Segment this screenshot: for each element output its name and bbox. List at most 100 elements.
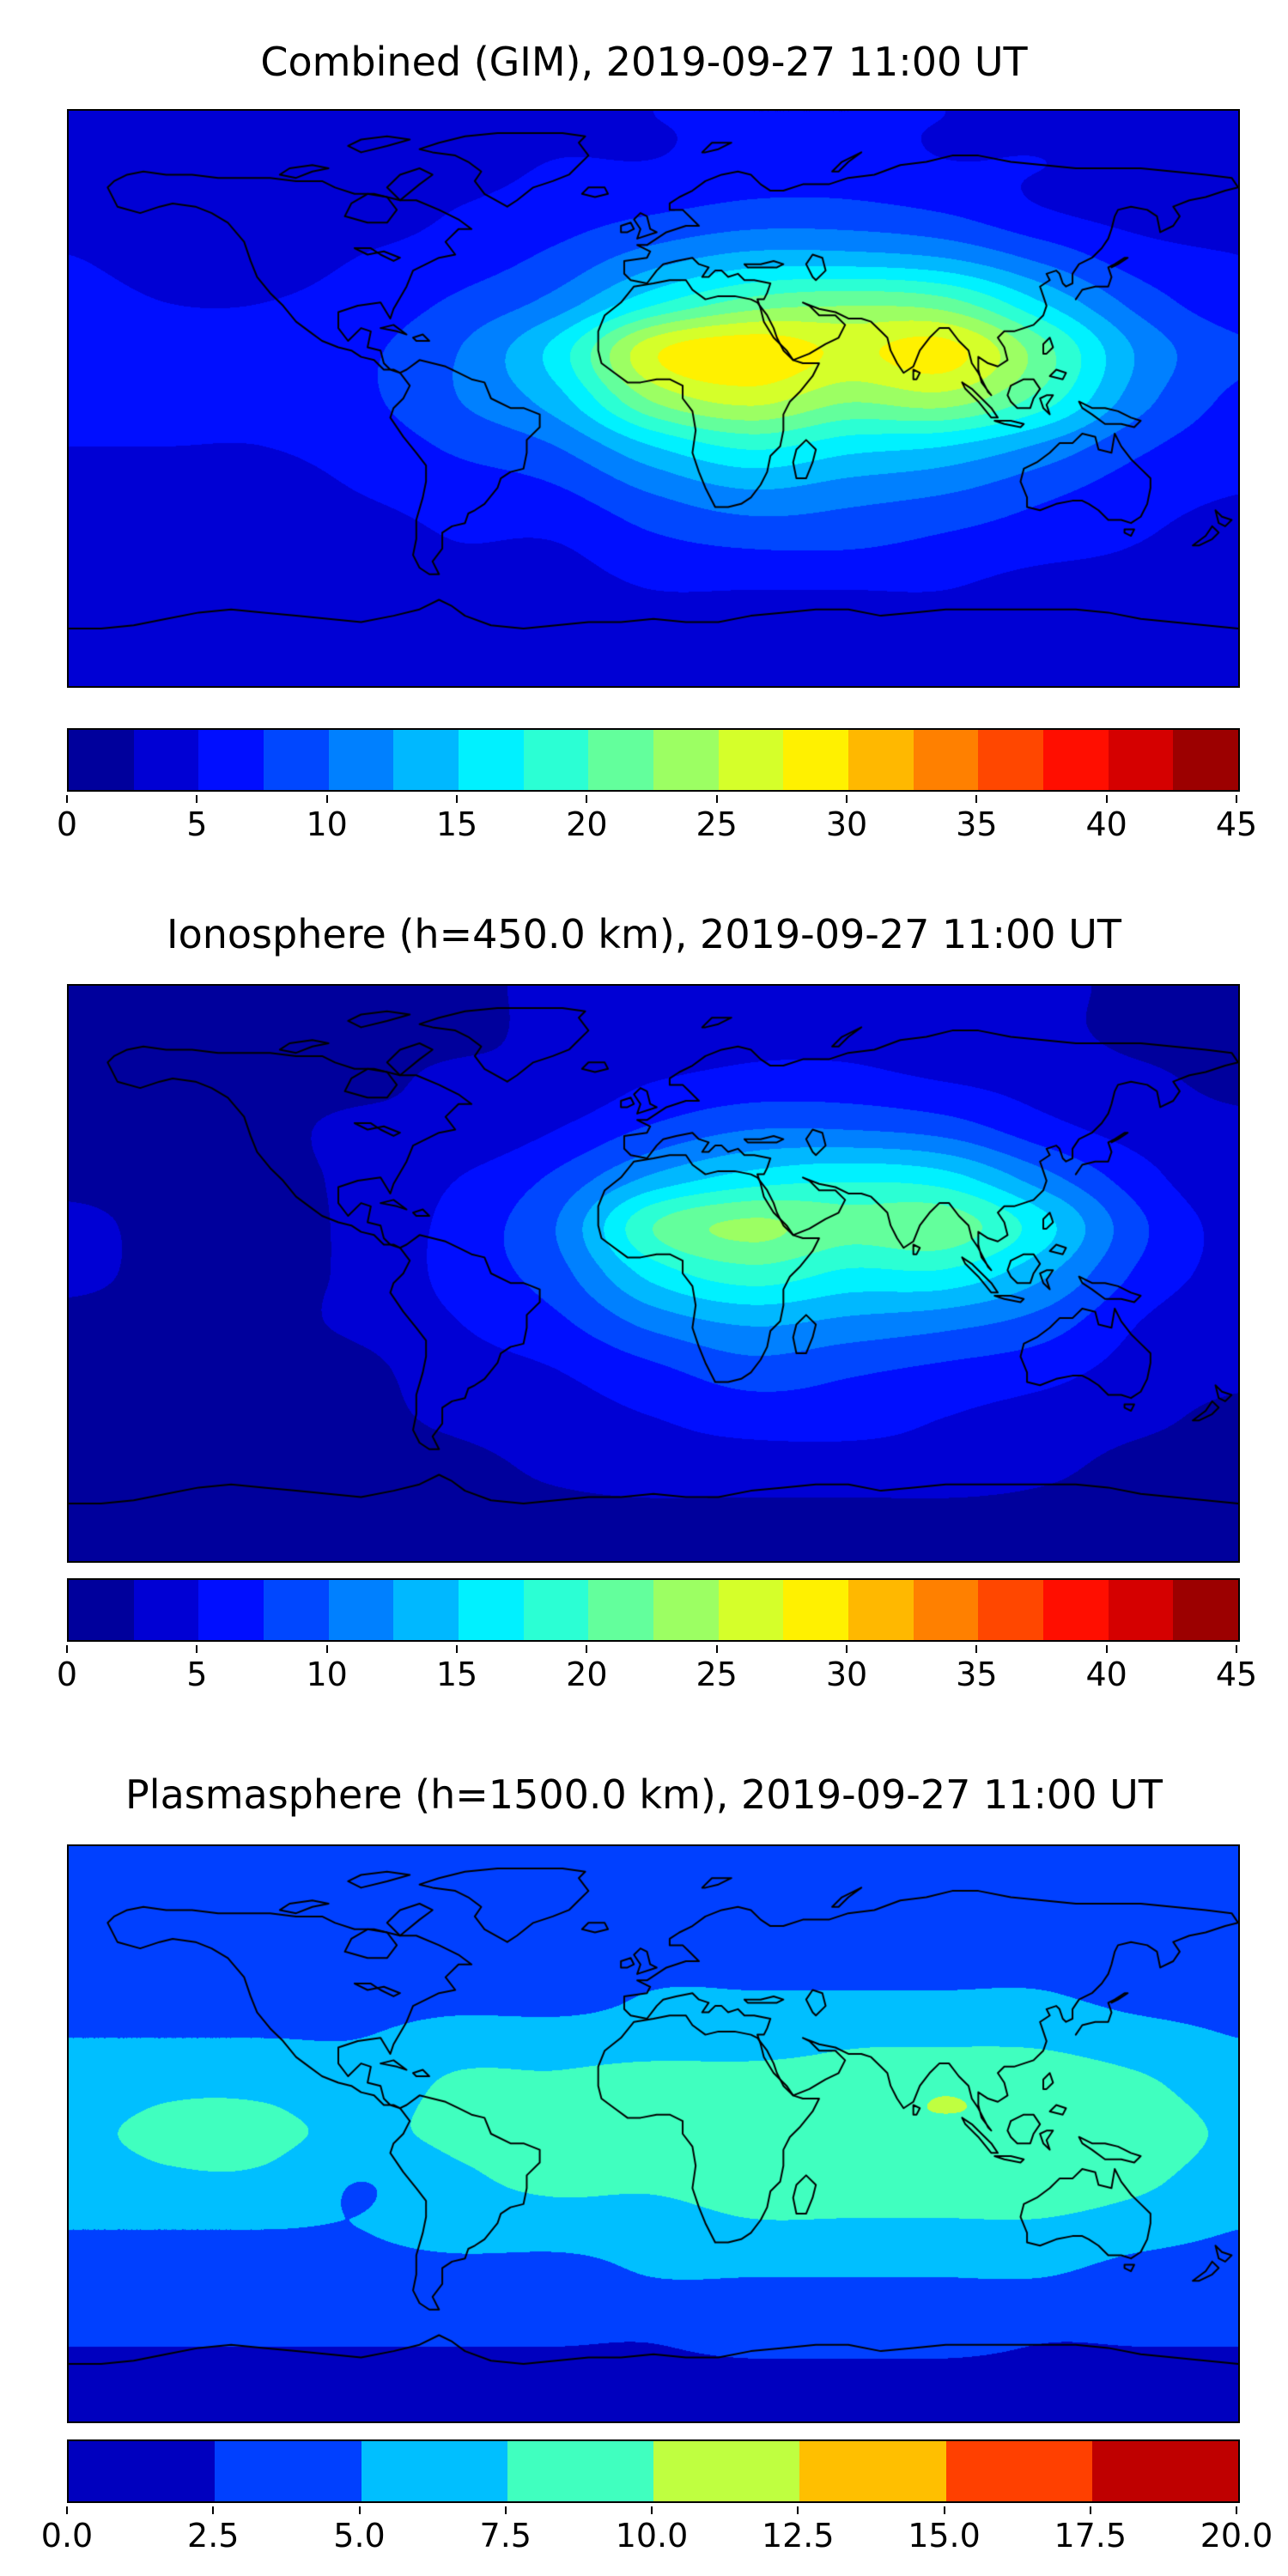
colorbar-tick bbox=[846, 1645, 848, 1653]
colorbar-tick-label: 0 bbox=[56, 805, 78, 843]
colorbar-tick bbox=[1236, 1645, 1237, 1653]
colorbar-tick-label: 45 bbox=[1215, 1656, 1258, 1693]
colorbar-segment bbox=[653, 1580, 719, 1640]
colorbar-segment bbox=[69, 730, 134, 790]
colorbar-segment bbox=[393, 1580, 459, 1640]
colorbar-tick-label: 25 bbox=[696, 805, 738, 843]
colorbar-tick-label: 0.0 bbox=[40, 2517, 94, 2555]
map-plasmasphere bbox=[67, 1844, 1240, 2423]
colorbar-tick bbox=[212, 2506, 215, 2514]
colorbar-tick-label: 15 bbox=[435, 1656, 478, 1693]
colorbar-tick-label: 17.5 bbox=[1054, 2517, 1127, 2555]
colorbar-segment bbox=[361, 2441, 507, 2501]
colorbar-tick bbox=[66, 1645, 68, 1653]
colorbar-tick-label: 7.5 bbox=[479, 2517, 532, 2555]
colorbar-segment bbox=[1043, 730, 1109, 790]
colorbar-tick-label: 12.5 bbox=[761, 2517, 835, 2555]
map-combined bbox=[67, 109, 1240, 688]
panel-title-plasmasphere: Plasmasphere (h=1500.0 km), 2019-09-27 1… bbox=[125, 1771, 1163, 1818]
colorbar-tick-label: 20 bbox=[566, 1656, 608, 1693]
colorbar-segment bbox=[1173, 1580, 1239, 1640]
colorbar-segment bbox=[523, 1580, 589, 1640]
colorbar-segment bbox=[848, 1580, 914, 1640]
colorbar-tick bbox=[651, 2506, 653, 2514]
colorbar-ticks-plasmasphere: 0.0 2.5 5.0 7.5 10.0 12.5 15.0 17.5 20.0 bbox=[41, 2506, 1273, 2558]
colorbar-ticks-combined: 0 5 10 15 20 25 30 35 40 45 bbox=[57, 795, 1257, 847]
map-canvas-combined bbox=[69, 111, 1238, 686]
colorbar-tick bbox=[975, 1645, 978, 1653]
colorbar-tick bbox=[358, 2506, 361, 2514]
colorbar-tick-label: 40 bbox=[1085, 805, 1127, 843]
colorbar-segment bbox=[848, 730, 914, 790]
colorbar-tick bbox=[456, 1645, 458, 1653]
colorbar-ionosphere bbox=[67, 1578, 1240, 1642]
colorbar-tick-label: 0 bbox=[56, 1656, 78, 1693]
colorbar-segment bbox=[198, 1580, 264, 1640]
colorbar-segment bbox=[133, 1580, 199, 1640]
colorbar-segment bbox=[1043, 1580, 1109, 1640]
colorbar-tick bbox=[1089, 2506, 1091, 2514]
map-ionosphere bbox=[67, 984, 1240, 1563]
colorbar-tick bbox=[797, 2506, 799, 2514]
colorbar-segment bbox=[653, 730, 719, 790]
colorbar-segment bbox=[799, 2441, 946, 2501]
colorbar-segment bbox=[588, 1580, 654, 1640]
colorbar-tick-label: 30 bbox=[825, 1656, 868, 1693]
colorbar-tick-label: 10 bbox=[306, 805, 348, 843]
colorbar-tick-label: 45 bbox=[1215, 805, 1258, 843]
colorbar-tick bbox=[1236, 795, 1237, 803]
colorbar-segment bbox=[718, 1580, 784, 1640]
colorbar-plasmasphere bbox=[67, 2439, 1240, 2503]
colorbar-segment bbox=[1108, 1580, 1174, 1640]
colorbar-tick bbox=[196, 795, 198, 803]
colorbar-segment bbox=[69, 1580, 134, 1640]
colorbar-tick bbox=[66, 795, 68, 803]
colorbar-segment bbox=[1091, 2441, 1238, 2501]
colorbar-segment bbox=[507, 2441, 653, 2501]
colorbar-segment bbox=[588, 730, 654, 790]
colorbar-tick-label: 2.5 bbox=[187, 2517, 240, 2555]
panel-title-ionosphere: Ionosphere (h=450.0 km), 2019-09-27 11:0… bbox=[167, 911, 1121, 957]
colorbar-segment bbox=[328, 730, 394, 790]
colorbar-tick bbox=[943, 2506, 945, 2514]
colorbar-ticks-ionosphere: 0 5 10 15 20 25 30 35 40 45 bbox=[57, 1645, 1257, 1697]
colorbar-tick bbox=[456, 795, 458, 803]
colorbar-tick bbox=[325, 1645, 328, 1653]
colorbar-tick bbox=[846, 795, 848, 803]
colorbar-tick bbox=[715, 1645, 718, 1653]
colorbar-tick-label: 20.0 bbox=[1200, 2517, 1273, 2555]
colorbar-tick bbox=[586, 1645, 588, 1653]
colorbar-tick-label: 5.0 bbox=[333, 2517, 386, 2555]
colorbar-segment bbox=[459, 1580, 524, 1640]
colorbar-tick bbox=[504, 2506, 507, 2514]
colorbar-tick-label: 25 bbox=[696, 1656, 738, 1693]
colorbar-segment bbox=[978, 1580, 1044, 1640]
colorbar-segment bbox=[393, 730, 459, 790]
colorbar-tick-label: 5 bbox=[186, 1656, 208, 1693]
colorbar-segment bbox=[653, 2441, 800, 2501]
colorbar-tick-label: 5 bbox=[186, 805, 208, 843]
colorbar-tick bbox=[715, 795, 718, 803]
colorbar-tick bbox=[66, 2506, 68, 2514]
colorbar-segment bbox=[945, 2441, 1092, 2501]
colorbar-tick bbox=[1105, 795, 1108, 803]
colorbar-segment bbox=[718, 730, 784, 790]
colorbar-tick-label: 10.0 bbox=[615, 2517, 689, 2555]
colorbar-tick-label: 20 bbox=[566, 805, 608, 843]
colorbar-segment bbox=[69, 2441, 216, 2501]
colorbar-tick-label: 30 bbox=[825, 805, 868, 843]
colorbar-segment bbox=[133, 730, 199, 790]
colorbar-tick bbox=[325, 795, 328, 803]
colorbar-segment bbox=[264, 1580, 329, 1640]
colorbar-segment bbox=[783, 1580, 849, 1640]
colorbar-tick-label: 15.0 bbox=[908, 2517, 981, 2555]
colorbar-segment bbox=[1173, 730, 1239, 790]
colorbar-segment bbox=[459, 730, 524, 790]
colorbar-segment bbox=[913, 1580, 979, 1640]
colorbar-tick-label: 15 bbox=[435, 805, 478, 843]
colorbar-combined bbox=[67, 728, 1240, 792]
panel-title-combined: Combined (GIM), 2019-09-27 11:00 UT bbox=[260, 39, 1028, 85]
colorbar-tick bbox=[196, 1645, 198, 1653]
colorbar-segment bbox=[198, 730, 264, 790]
colorbar-tick-label: 10 bbox=[306, 1656, 348, 1693]
